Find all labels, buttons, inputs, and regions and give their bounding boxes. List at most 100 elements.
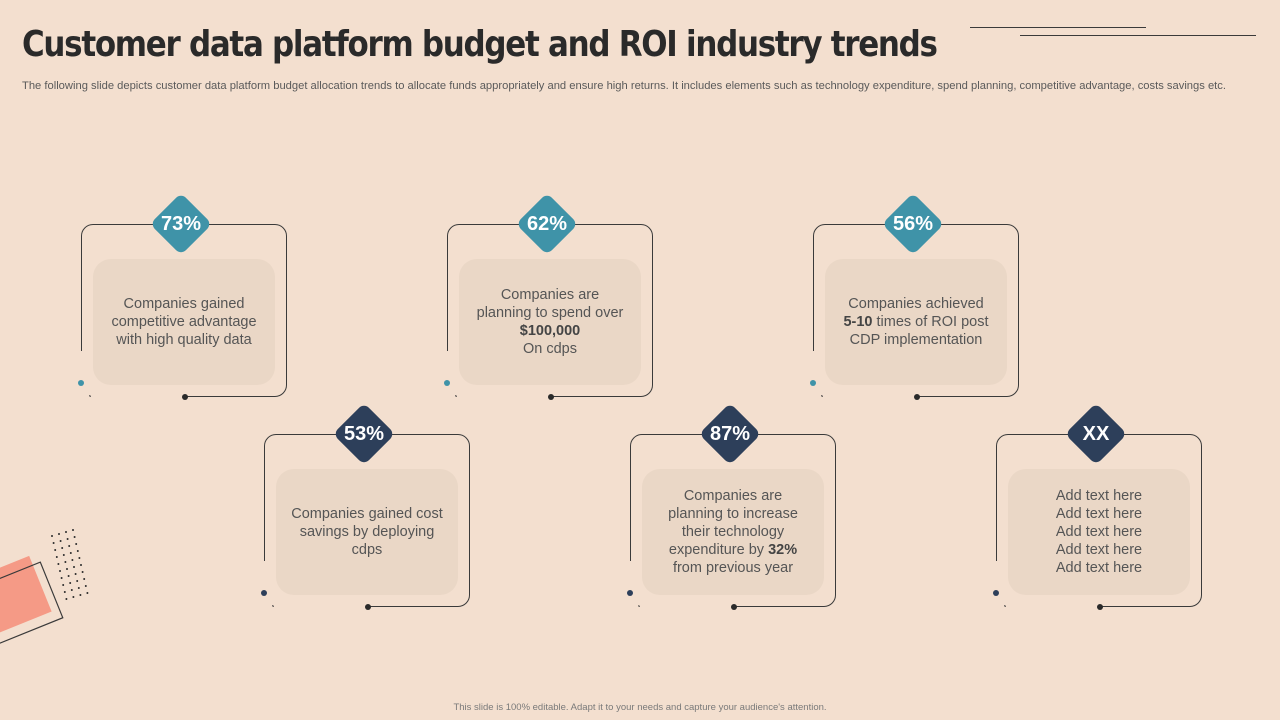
connector-dot — [914, 394, 920, 400]
card-text-content: Companies are planning to spend over $10… — [473, 286, 627, 358]
decorative-dot — [75, 543, 78, 545]
decorative-dot — [81, 571, 84, 573]
decorative-dot — [84, 585, 87, 587]
decorative-dot — [62, 554, 65, 556]
decorative-dot — [76, 550, 79, 552]
card-text-highlight: 32% — [768, 542, 798, 558]
decorative-line-top — [970, 27, 1146, 28]
corner-decoration — [0, 520, 100, 660]
card-line: Add text here — [1055, 488, 1143, 504]
trend-card-3: Companies achieved 5-10 times of ROI pos… — [809, 191, 1053, 411]
badge-value: 62% — [526, 213, 568, 235]
card-text-content: Companies achieved 5-10 times of ROI pos… — [839, 295, 993, 349]
card-line: Add text here — [1055, 542, 1143, 558]
decorative-dot — [71, 559, 74, 561]
decorative-dot — [73, 566, 75, 568]
frame-gap — [457, 389, 551, 401]
connector-dot — [993, 590, 999, 596]
card-line: Add text here — [1055, 506, 1143, 522]
trend-card-1: Companies gained competitive advantage w… — [77, 191, 321, 411]
decorative-dot — [52, 542, 55, 544]
decorative-shapes-icon — [0, 529, 89, 646]
page-subtitle: The following slide depicts customer dat… — [22, 80, 1226, 92]
frame-gap — [823, 389, 917, 401]
frame-gap — [274, 599, 368, 611]
decorative-dot — [63, 591, 66, 593]
decorative-dot — [61, 547, 64, 549]
card-text-content: Companies gained cost savings by deployi… — [290, 505, 444, 559]
card-text-pre: Companies are planning to spend over — [476, 287, 624, 321]
decorative-dot — [67, 575, 70, 577]
decorative-dot — [69, 552, 72, 554]
card-text-post: On cdps — [523, 341, 577, 357]
card-text-highlight: 5-10 — [843, 314, 873, 330]
card-text-content: Add text here Add text here Add text her… — [1056, 487, 1142, 577]
frame-gap — [1006, 599, 1100, 611]
trend-card-4: Companies gained cost savings by deployi… — [260, 401, 504, 621]
decorative-dot — [77, 587, 80, 589]
decorative-dot — [66, 538, 69, 540]
decorative-dot — [79, 594, 82, 596]
badge-value: 56% — [892, 213, 934, 235]
decorative-dot — [54, 549, 57, 551]
connector-dot — [365, 604, 371, 610]
decorative-dot — [83, 578, 86, 580]
card-text-post: times of ROI post CDP implementation — [849, 314, 989, 348]
trend-card-5: Companies are planning to increase their… — [626, 401, 870, 621]
card-text-highlight: $100,000 — [519, 323, 581, 339]
card-text: Companies gained cost savings by deployi… — [276, 469, 458, 595]
connector-dot — [182, 394, 188, 400]
decorative-dot — [51, 535, 53, 537]
decorative-dot — [55, 556, 58, 558]
decorative-dot — [68, 545, 71, 547]
card-text-pre: Companies achieved — [848, 296, 984, 312]
card-text: Add text here Add text here Add text her… — [1008, 469, 1190, 595]
decorative-dot — [57, 563, 60, 565]
page-title: Customer data platform budget and ROI in… — [22, 24, 938, 65]
decorative-line-bottom — [1020, 35, 1256, 36]
connector-dot — [78, 380, 84, 386]
decorative-dot — [62, 584, 65, 586]
decorative-dot — [72, 529, 74, 531]
card-line: Companies gained cost savings by deployi… — [291, 506, 443, 558]
footer-note: This slide is 100% editable. Adapt it to… — [453, 702, 827, 713]
card-line: Companies gained competitive advantage w… — [111, 296, 257, 348]
frame-gap — [640, 599, 734, 611]
card-text-content: Companies are planning to increase their… — [656, 487, 810, 577]
connector-dot — [1097, 604, 1103, 610]
connector-dot — [731, 604, 737, 610]
card-text: Companies gained competitive advantage w… — [93, 259, 275, 385]
decorative-dot — [76, 580, 79, 582]
card-text: Companies are planning to increase their… — [642, 469, 824, 595]
connector-dot — [810, 380, 816, 386]
decorative-dot — [74, 573, 77, 575]
decorative-dot — [64, 561, 67, 563]
connector-dot — [548, 394, 554, 400]
decorative-dot — [78, 557, 81, 559]
connector-dot — [444, 380, 450, 386]
decorative-dot — [59, 570, 61, 572]
card-text-pre: Companies are planning to increase their… — [668, 488, 798, 558]
badge-value: XX — [1082, 423, 1110, 445]
decorative-dot — [73, 536, 76, 538]
trend-card-6: Add text here Add text here Add text her… — [992, 401, 1236, 621]
badge-value: 53% — [343, 423, 385, 445]
decorative-dot — [58, 533, 60, 535]
frame-gap — [91, 389, 185, 401]
card-text-post: from previous year — [672, 560, 794, 576]
connector-dot — [261, 590, 267, 596]
decorative-dot — [65, 598, 68, 600]
card-line: Add text here — [1055, 560, 1143, 576]
badge-value: 87% — [709, 423, 751, 445]
badge-value: 73% — [160, 213, 202, 235]
decorative-dot — [65, 531, 67, 533]
decorative-dot — [69, 582, 72, 584]
decorative-dot — [72, 596, 75, 598]
decorative-dot — [59, 540, 62, 542]
card-text: Companies are planning to spend over $10… — [459, 259, 641, 385]
decorative-dot — [60, 577, 63, 579]
decorative-dot — [80, 564, 82, 566]
trend-card-2: Companies are planning to spend over $10… — [443, 191, 687, 411]
decorative-dot — [86, 592, 89, 594]
connector-dot — [627, 590, 633, 596]
